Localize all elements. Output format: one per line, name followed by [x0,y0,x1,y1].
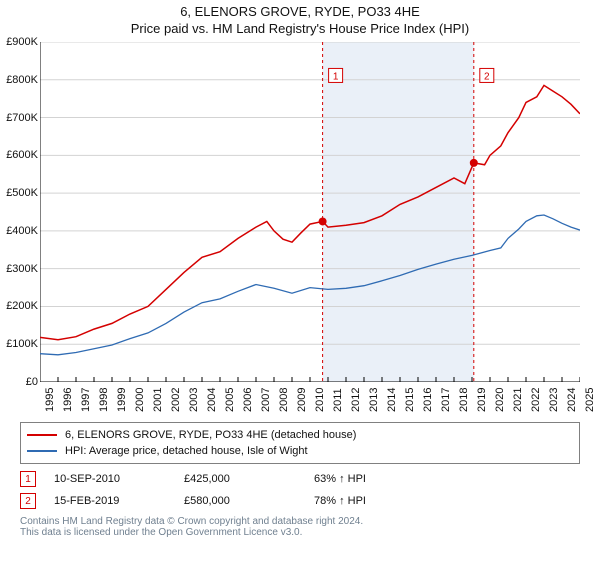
x-tick-label: 2024 [566,388,578,412]
x-tick-label: 2025 [584,388,596,412]
x-tick-label: 2008 [278,388,290,412]
x-tick-label: 2015 [404,388,416,412]
x-axis-labels: 1995 1996 1997 1998 1999 2000 2001 2002 2003 2004… [40,382,580,422]
x-tick-label: 2020 [494,388,506,412]
x-tick-label: 2005 [224,388,236,412]
x-tick-label: 1996 [62,388,74,412]
x-tick-label: 2010 [314,388,326,412]
legend-label: 6, ELENORS GROVE, RYDE, PO33 4HE (detach… [65,429,356,441]
y-tick-label: £0 [0,376,38,388]
y-tick-label: £400K [0,225,38,237]
legend-box: 6, ELENORS GROVE, RYDE, PO33 4HE (detach… [20,422,580,464]
x-tick-label: 2000 [134,388,146,412]
event-price: £580,000 [184,495,314,507]
license-line-1: Contains HM Land Registry data © Crown c… [20,516,580,527]
event-price: £425,000 [184,473,314,485]
event-row: 1 10-SEP-2010£425,00063% ↑ HPI [20,468,580,490]
legend-row: HPI: Average price, detached house, Isle… [27,443,573,459]
legend-row: 6, ELENORS GROVE, RYDE, PO33 4HE (detach… [27,427,573,443]
x-tick-label: 2013 [368,388,380,412]
event-pct: 63% ↑ HPI [314,473,444,485]
x-tick-label: 2003 [188,388,200,412]
y-tick-label: £200K [0,300,38,312]
y-tick-label: £500K [0,187,38,199]
x-tick-label: 2016 [422,388,434,412]
page-title: 6, ELENORS GROVE, RYDE, PO33 4HE [0,4,600,19]
x-tick-label: 2006 [242,388,254,412]
license-text: Contains HM Land Registry data © Crown c… [20,516,580,538]
y-tick-label: £700K [0,112,38,124]
y-tick-label: £800K [0,74,38,86]
x-tick-label: 1995 [44,388,56,412]
event-pct: 78% ↑ HPI [314,495,444,507]
event-date: 10-SEP-2010 [54,473,184,485]
legend-label: HPI: Average price, detached house, Isle… [65,445,308,457]
x-tick-label: 2018 [458,388,470,412]
svg-text:1: 1 [333,71,339,82]
x-tick-label: 2023 [548,388,560,412]
y-tick-label: £100K [0,338,38,350]
x-tick-label: 1997 [80,388,92,412]
x-tick-label: 2021 [512,388,524,412]
x-tick-label: 2014 [386,388,398,412]
x-tick-label: 2011 [332,388,344,412]
chart-container: 12 £0£100K£200K£300K£400K£500K£600K£700K… [40,42,600,382]
x-tick-label: 2001 [152,388,164,412]
y-tick-label: £300K [0,263,38,275]
x-tick-label: 2022 [530,388,542,412]
x-tick-label: 2019 [476,388,488,412]
event-id-box: 1 [20,471,36,487]
event-date: 15-FEB-2019 [54,495,184,507]
line-chart: 12 [40,42,580,382]
y-tick-label: £900K [0,36,38,48]
legend-swatch [27,434,57,436]
x-tick-label: 1999 [116,388,128,412]
x-tick-label: 2002 [170,388,182,412]
y-tick-label: £600K [0,149,38,161]
x-tick-label: 2017 [440,388,452,412]
event-id-box: 2 [20,493,36,509]
events-table: 1 10-SEP-2010£425,00063% ↑ HPI 2 15-FEB-201… [20,468,580,512]
x-tick-label: 2012 [350,388,362,412]
license-line-2: This data is licensed under the Open Gov… [20,527,580,538]
x-tick-label: 1998 [98,388,110,412]
event-row: 2 15-FEB-2019£580,00078% ↑ HPI [20,490,580,512]
page-subtitle: Price paid vs. HM Land Registry's House … [0,21,600,36]
x-tick-label: 2007 [260,388,272,412]
legend-swatch [27,450,57,452]
x-tick-label: 2004 [206,388,218,412]
x-tick-label: 2009 [296,388,308,412]
svg-text:2: 2 [484,71,490,82]
